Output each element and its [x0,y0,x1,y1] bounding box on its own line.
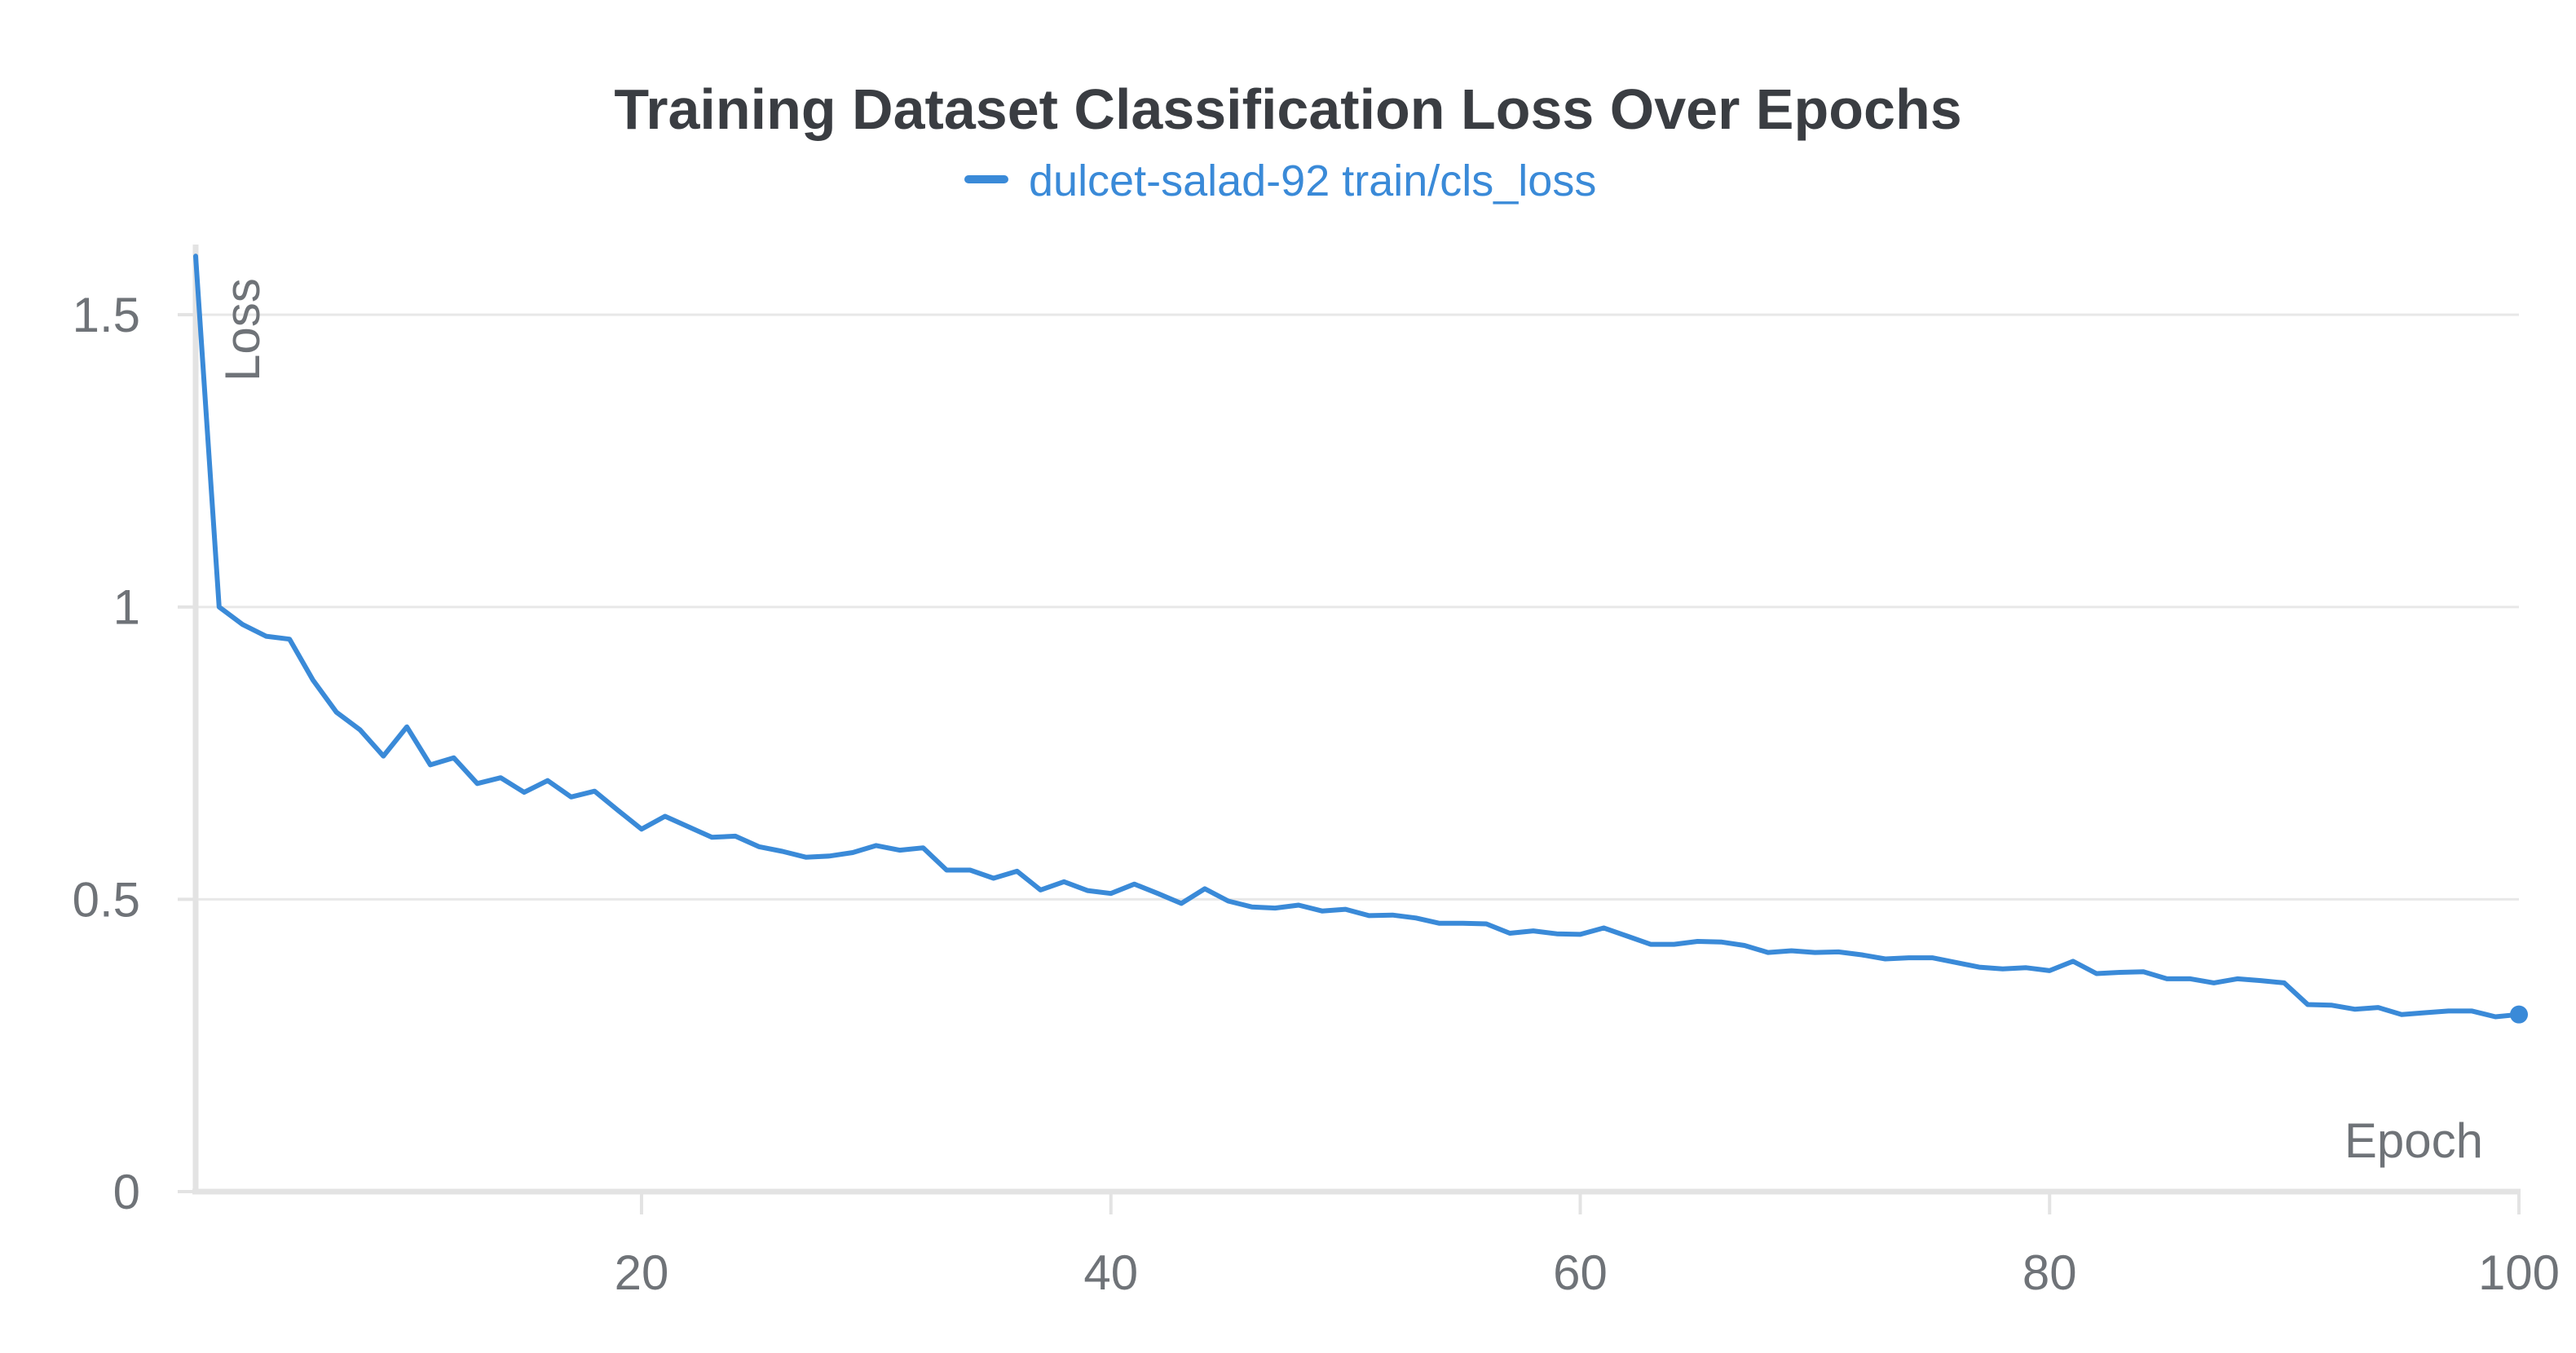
y-tick-label: 1 [113,580,140,635]
chart-title: Training Dataset Classification Loss Ove… [614,77,1961,141]
series-layer [193,253,2528,1024]
legend-entry-label[interactable]: dulcet-salad-92 train/cls_loss [1029,156,1596,205]
x-axis-label: Epoch [2344,1113,2483,1168]
y-tick-label: 1.5 [73,288,140,342]
x-tick-label: 60 [1553,1245,1608,1300]
legend[interactable]: dulcet-salad-92 train/cls_loss [964,156,1596,205]
x-tick-label: 40 [1083,1245,1138,1300]
y-axis-label: Loss [215,278,270,381]
series-endpoint-marker [2510,1005,2528,1024]
tick-labels: 0 0.5 1 1.5 20 40 60 80 100 [73,288,2560,1300]
axes [178,245,2521,1214]
x-tick-label: 20 [615,1245,669,1300]
x-tick-label: 100 [2478,1245,2560,1300]
series-line [193,253,2521,1020]
y-tick-label: 0 [113,1165,140,1219]
x-tick-label: 80 [2022,1245,2077,1300]
y-tick-label: 0.5 [73,872,140,927]
gridlines [196,313,2519,901]
